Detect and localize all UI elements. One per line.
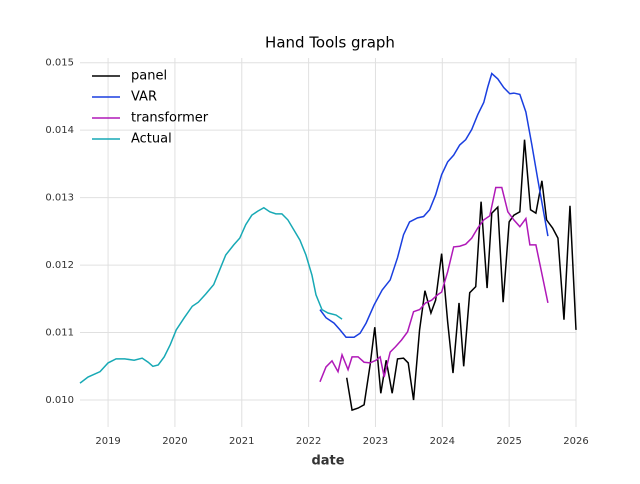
- series-line: [319, 186, 549, 383]
- x-tick-label: 2022: [296, 436, 321, 447]
- series-line: [319, 72, 549, 339]
- x-tick-label: 2019: [95, 436, 120, 447]
- x-tick-label: 2021: [229, 436, 254, 447]
- series-line: [345, 139, 577, 412]
- x-tick-label: 2023: [363, 436, 388, 447]
- x-tick-label: 2026: [563, 436, 588, 447]
- y-tick-label: 0.014: [45, 125, 74, 136]
- legend-label: transformer: [131, 111, 209, 126]
- legend: panel VAR transformer Actual: [92, 69, 209, 147]
- y-tick-label: 0.011: [45, 328, 74, 339]
- legend-label: VAR: [131, 90, 157, 105]
- y-tick-label: 0.010: [45, 395, 74, 406]
- y-tick-label: 0.015: [45, 58, 74, 69]
- x-axis-label: date: [311, 454, 344, 469]
- y-tick-label: 0.012: [45, 260, 74, 271]
- legend-label: Actual: [131, 132, 172, 147]
- y-tick-label: 0.013: [45, 193, 74, 204]
- x-tick-label: 2024: [430, 436, 455, 447]
- chart-title: Hand Tools graph: [265, 34, 395, 52]
- x-tick-label: 2020: [162, 436, 187, 447]
- grid: 0.010 0.011 0.012 0.013 0.014 0.015 2019 2020 20…: [45, 58, 588, 447]
- series-line: [79, 206, 343, 384]
- lines: [79, 72, 577, 412]
- legend-label: panel: [131, 69, 167, 84]
- x-tick-label: 2025: [496, 436, 521, 447]
